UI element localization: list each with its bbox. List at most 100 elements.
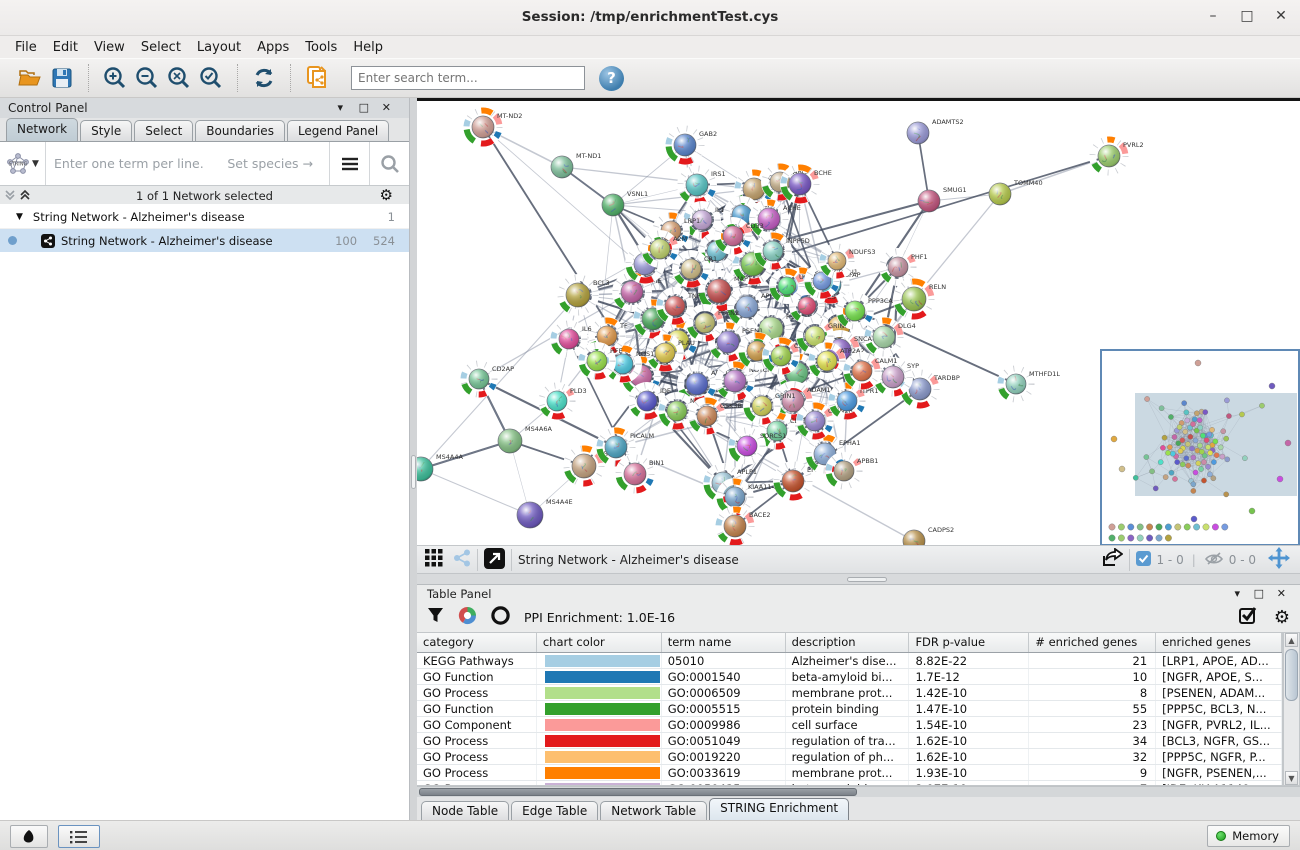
network-node[interactable]: MS4A4A [417,453,463,482]
table-row[interactable]: GO Process GO:0006509 membrane prot... 1.42… [417,685,1282,701]
selected-nodes-icon[interactable] [1136,550,1152,569]
network-node[interactable]: TOMM40 [988,179,1043,206]
network-node[interactable]: GAB2 [665,125,718,165]
horizontal-splitter[interactable] [417,573,1300,585]
network-node[interactable]: ADAMTS2 [906,118,964,145]
network-node[interactable]: ATP2A2 [808,342,865,380]
panel-menu-icon[interactable]: ▾ [337,101,343,114]
scroll-down-icon[interactable]: ▼ [1285,771,1298,785]
memory-button[interactable]: Memory [1207,825,1290,847]
network-node[interactable]: TNF [656,287,701,325]
column-header-chart-color[interactable]: chart color [537,633,662,652]
panel-close-icon[interactable]: ✕ [381,101,391,114]
zoom-selected-icon[interactable] [195,63,227,93]
network-node[interactable]: APP [727,287,774,327]
menu-tools[interactable]: Tools [305,39,338,55]
network-node[interactable]: A2M [641,230,688,268]
table-row[interactable]: GO Process GO:0051049 regulation of tra...… [417,733,1282,749]
table-row[interactable]: GO Component GO:0009986 cell surface 1.54E-… [417,717,1282,733]
column-header--enriched-genes[interactable]: # enriched genes [1029,633,1157,652]
network-canvas[interactable]: MT-ND2 MT-ND1 VSNL1 GAB2 ADAMTS2 SMUG1 TOMM40 P… [417,98,1300,545]
network-node[interactable]: PICALM [596,427,655,467]
network-node[interactable]: MS4A6A [497,425,552,454]
menu-select[interactable]: Select [140,39,181,55]
network-node[interactable]: ITPR1 [828,382,879,420]
network-node[interactable]: BCL3 [557,274,610,316]
column-header-fdr-p-value[interactable]: FDR p-value [909,633,1030,652]
table-settings-gear-icon[interactable]: ⚙ [1273,606,1290,628]
network-node[interactable]: UQCRC1 [769,268,827,304]
tab-edge-table[interactable]: Edge Table [511,801,599,820]
panel-float-icon[interactable]: □ [358,101,369,114]
collapse-expand-icons[interactable] [4,188,34,202]
tab-node-table[interactable]: Node Table [421,801,510,820]
network-node[interactable]: SORCS1 [728,427,787,465]
fullscreen-icon[interactable] [484,547,505,572]
network-node[interactable]: CD33 [714,217,764,255]
export-network-icon[interactable] [1101,547,1125,571]
network-node[interactable]: SMUG1 [917,186,967,213]
table-row[interactable]: GO Function GO:0001540 beta-amyloid bi... 1… [417,669,1282,685]
birds-eye-view[interactable] [1100,349,1300,545]
chart-color-icon[interactable] [458,606,477,629]
select-columns-icon[interactable] [1238,606,1258,629]
open-file-icon[interactable] [14,63,46,93]
horizontal-scroll-thumb[interactable] [419,788,857,796]
network-node[interactable]: MT-ND1 [550,152,601,179]
network-node[interactable]: CADPS2 [902,526,954,545]
table-panel-menu-icon[interactable]: ▾ [1234,587,1240,600]
vertical-scroll-thumb[interactable] [1285,649,1298,701]
ring-chart-icon[interactable] [491,605,510,629]
help-icon[interactable]: ? [599,65,624,91]
network-node[interactable]: IL6 [550,320,592,358]
network-node[interactable]: HFE [578,342,623,380]
automation-panel-button[interactable] [10,825,48,848]
vertical-splitter[interactable] [410,98,417,820]
network-node[interactable]: APBB1 [825,452,879,490]
network-node[interactable]: GRIN1 [743,387,796,425]
set-species-hint[interactable]: Set species → [227,156,313,171]
string-options-icon[interactable] [329,142,369,185]
network-node[interactable]: GRIN2B [796,402,853,440]
search-input[interactable] [351,66,585,90]
string-query-input[interactable]: Enter one term per line. Set species → [46,142,329,185]
network-node[interactable]: MTHFD1L [997,365,1061,403]
network-node[interactable]: ABCA7 [563,445,621,487]
network-options-gear-icon[interactable]: ⚙ [379,186,393,204]
network-node[interactable]: BACE2 [715,506,771,545]
menu-apps[interactable]: Apps [257,39,290,55]
network-node[interactable]: MS4A4E [516,498,573,529]
network-node[interactable]: CD2AP [460,360,515,398]
table-row[interactable]: GO Function GO:0005515 protein binding 1.47… [417,701,1282,717]
network-graph[interactable]: MT-ND2 MT-ND1 VSNL1 GAB2 ADAMTS2 SMUG1 TOMM40 P… [417,101,1300,545]
table-row[interactable]: GO Process GO:0050435beta-amyloid m...2.0… [417,781,1282,785]
collection-expand-icon[interactable]: ▼ [16,212,23,222]
network-node[interactable]: PLAU [646,334,696,372]
network-node[interactable]: CALM1 [843,352,898,390]
maximize-button[interactable]: □ [1240,8,1254,24]
table-horizontal-scrollbar[interactable] [417,786,1300,797]
network-node[interactable]: ACHE [749,199,801,239]
network-node[interactable]: NOS1 [604,345,655,383]
network-node[interactable]: INPP5D [754,232,810,270]
save-session-icon[interactable] [46,63,78,93]
zoom-out-icon[interactable] [131,63,163,93]
network-node[interactable]: PPP3CA [836,292,894,330]
pan-navigate-icon[interactable] [1268,547,1290,572]
menu-edit[interactable]: Edit [52,39,78,55]
tab-style[interactable]: Style [80,120,133,141]
menu-help[interactable]: Help [353,39,383,55]
minimize-button[interactable]: – [1209,8,1217,24]
table-row[interactable]: GO Process GO:0019220 regulation of ph... 1… [417,749,1282,765]
table-vertical-scrollbar[interactable]: ▲ ▼ [1283,632,1300,786]
tab-network-table[interactable]: Network Table [600,801,708,820]
column-header-category[interactable]: category [417,633,537,652]
horizontal-splitter-handle[interactable] [847,577,887,582]
table-panel-float-icon[interactable]: □ [1253,587,1264,600]
network-node[interactable]: GRIN2A [796,317,854,355]
network-node[interactable]: IRS1 [677,165,726,205]
network-node[interactable]: MT-ND2 [463,107,523,147]
tab-string-enrichment[interactable]: STRING Enrichment [709,798,850,820]
column-header-enriched-genes[interactable]: enriched genes [1156,633,1282,652]
zoom-in-icon[interactable] [99,63,131,93]
